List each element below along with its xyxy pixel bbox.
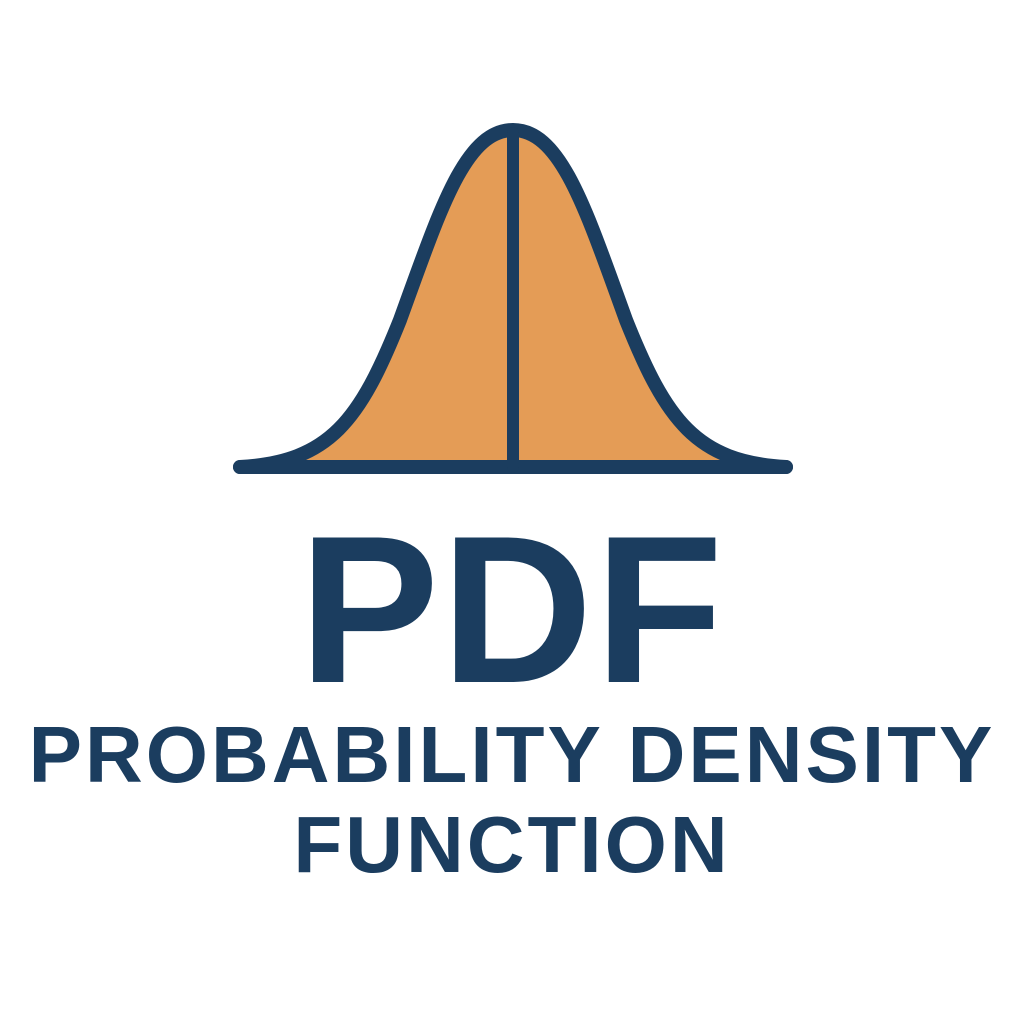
bell-curve-icon (233, 123, 793, 474)
logo-full-name-line2: FUNCTION (293, 800, 731, 889)
logo-full-name-line1: PROBABILITY DENSITY (28, 710, 996, 799)
logo-abbreviation: PDF (299, 492, 725, 727)
